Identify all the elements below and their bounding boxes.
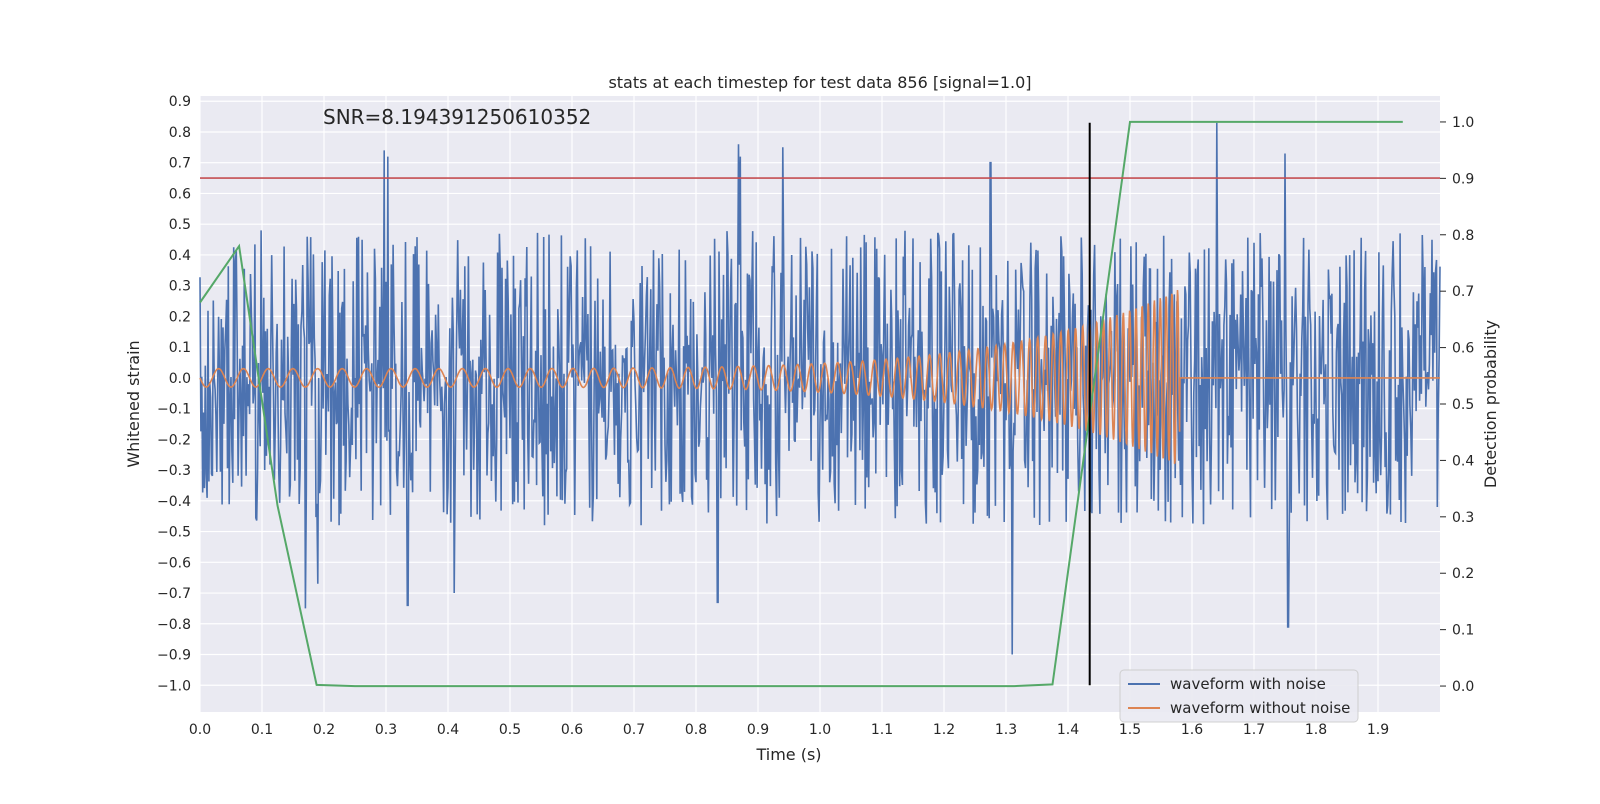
y-right-tick-label: 0.2 — [1452, 566, 1474, 582]
y-tick-label: −0.1 — [157, 402, 191, 418]
x-tick-label: 0.6 — [561, 722, 583, 738]
y-tick-label: 0.9 — [169, 94, 191, 110]
x-tick-label: 1.7 — [1243, 722, 1265, 738]
y-axis-label: Whitened strain — [124, 340, 143, 467]
x-tick-label: 1.3 — [995, 722, 1017, 738]
y-right-tick-label: 0.1 — [1452, 623, 1474, 639]
x-tick-label: 0.8 — [685, 722, 707, 738]
y-right-tick-label: 0.3 — [1452, 510, 1474, 526]
ticks: 0.0 0.1 0.2 0.3 0.4 0.5 0.6 0.7 0.8 0.9 1.0 1.1 1.2 1… — [157, 94, 1474, 738]
y-tick-label: 0.1 — [169, 340, 191, 356]
y-tick-label: 0.7 — [169, 156, 191, 172]
series-waveform-without-noise — [199, 289, 1440, 464]
y-axis-right-label: Detection probability — [1481, 320, 1500, 488]
y-tick-label: −0.9 — [157, 648, 191, 664]
y-tick-label: −0.6 — [157, 555, 191, 571]
y-right-tick-label: 1.0 — [1452, 115, 1474, 131]
x-tick-label: 1.6 — [1181, 722, 1203, 738]
x-tick-label: 1.4 — [1057, 722, 1079, 738]
y-tick-label: 0.8 — [169, 125, 191, 141]
x-tick-label: 0.0 — [189, 722, 211, 738]
y-tick-label: 0.3 — [169, 279, 191, 295]
y-tick-label: 0.6 — [169, 186, 191, 202]
legend-label-clean: waveform without noise — [1170, 699, 1350, 717]
y-tick-label: 0.5 — [169, 217, 191, 233]
y-tick-label: −0.5 — [157, 525, 191, 541]
x-tick-label: 1.2 — [933, 722, 955, 738]
y-tick-label: 0.2 — [169, 309, 191, 325]
y-right-tick-label: 0.4 — [1452, 453, 1474, 469]
snr-annotation: SNR=8.194391250610352 — [323, 105, 591, 129]
line-waveform-without-noise — [199, 289, 1440, 464]
series-detection-probability — [199, 120, 1403, 688]
legend: waveform with noise waveform without noi… — [1119, 669, 1359, 723]
legend-box — [1119, 669, 1359, 723]
x-axis-label: Time (s) — [755, 745, 821, 764]
x-tick-label: 1.5 — [1119, 722, 1141, 738]
y-right-tick-label: 0.8 — [1452, 228, 1474, 244]
y-tick-label: −0.7 — [157, 586, 191, 602]
y-tick-label: −0.4 — [157, 494, 191, 510]
line-detection-probability — [199, 120, 1403, 688]
x-tick-label: 1.1 — [871, 722, 893, 738]
y-tick-label: −0.3 — [157, 463, 191, 479]
x-tick-label: 0.1 — [251, 722, 273, 738]
line-waveform-with-noise — [199, 122, 1441, 655]
x-tick-label: 0.9 — [747, 722, 769, 738]
x-tick-label: 0.7 — [623, 722, 645, 738]
y-tick-label: 0.4 — [169, 248, 191, 264]
y-right-tick-label: 0.0 — [1452, 679, 1474, 695]
x-tick-label: 1.9 — [1367, 722, 1389, 738]
legend-label-noisy: waveform with noise — [1170, 675, 1326, 693]
y-tick-label: −0.8 — [157, 617, 191, 633]
x-tick-label: 1.8 — [1305, 722, 1327, 738]
y-tick-label: −1.0 — [157, 678, 191, 694]
y-right-tick-label: 0.6 — [1452, 341, 1474, 357]
series-waveform-with-noise — [199, 122, 1441, 655]
x-tick-label: 1.0 — [809, 722, 831, 738]
x-tick-label: 0.2 — [313, 722, 335, 738]
y-right-tick-label: 0.7 — [1452, 284, 1474, 300]
reference-lines — [200, 122, 1440, 686]
y-tick-label: 0.0 — [169, 371, 191, 387]
x-tick-label: 0.4 — [437, 722, 459, 738]
x-tick-label: 0.5 — [499, 722, 521, 738]
chart-title: stats at each timestep for test data 856… — [608, 73, 1031, 92]
y-right-tick-label: 0.9 — [1452, 171, 1474, 187]
x-tick-label: 0.3 — [375, 722, 397, 738]
y-tick-label: −0.2 — [157, 432, 191, 448]
y-right-tick-label: 0.5 — [1452, 397, 1474, 413]
